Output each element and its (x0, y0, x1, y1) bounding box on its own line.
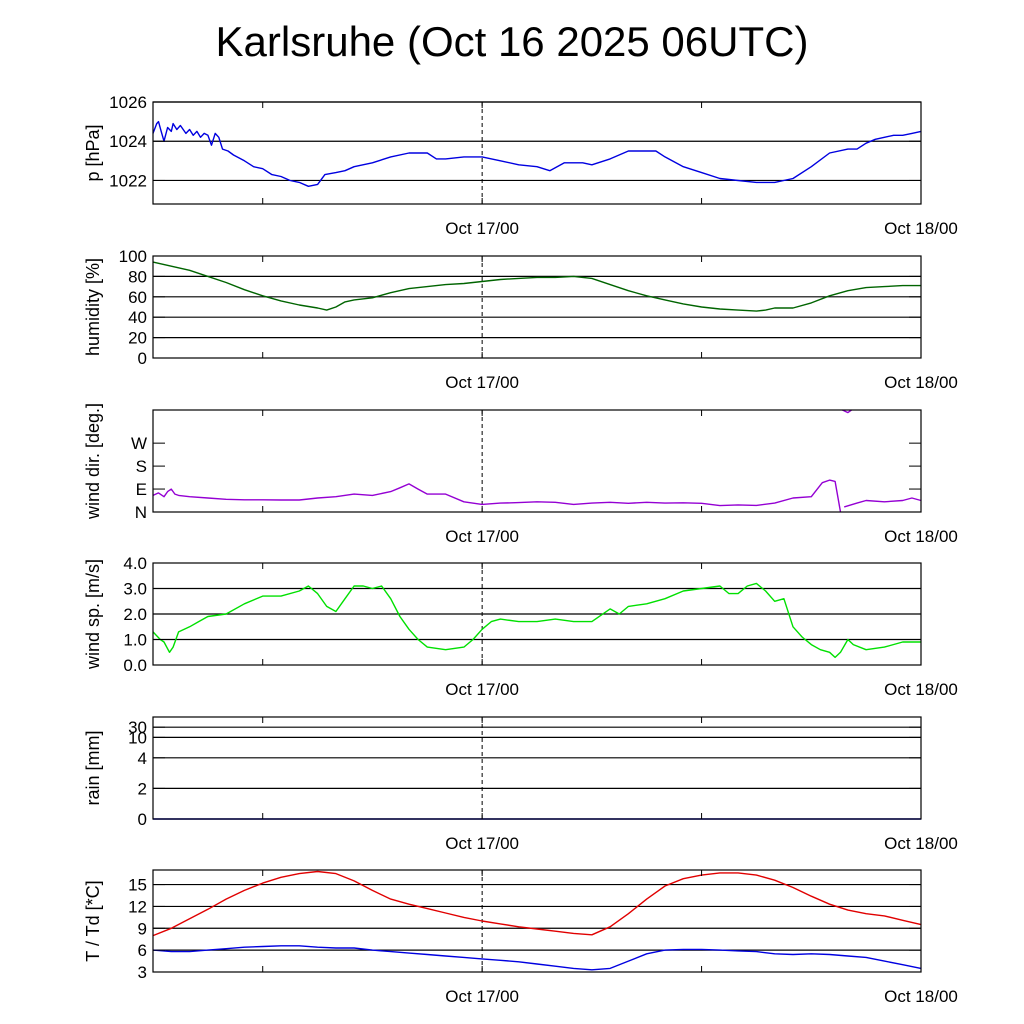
panel-windspeed: 0.0 1.0 2.0 3.0 4.0 Oct 17/00 Oct 18/00 wind sp… (83, 554, 958, 699)
y-tick-label: 2 (138, 779, 147, 798)
y-tick-label: 0 (138, 349, 147, 368)
y-tick-label: E (136, 480, 147, 499)
series-line-wind-direction-after-wrap- (844, 497, 922, 508)
y-tick-label: S (136, 457, 147, 476)
y-tick-label: 80 (128, 267, 147, 286)
x-tick-label: Oct 18/00 (884, 219, 958, 238)
y-tick-label: 60 (128, 288, 147, 307)
plot-frame (152, 716, 922, 820)
y-tick-label: N (135, 503, 147, 522)
y-tick-label: W (131, 434, 147, 453)
series-line-td (152, 945, 922, 971)
y-axis-label: p [hPa] (83, 124, 103, 181)
x-tick-label: Oct 18/00 (884, 987, 958, 1006)
series-line-humidity (152, 261, 921, 312)
y-tick-label: 1024 (109, 132, 147, 151)
y-tick-label: 20 (128, 329, 147, 348)
series-line-t (152, 870, 922, 937)
x-tick-label: Oct 18/00 (884, 373, 958, 392)
panel-temp: 3 6 9 12 15 Oct 17/00 Oct 18/00 T / Td [*C] (83, 869, 958, 1006)
y-axis-label: wind dir. [deg.] (83, 403, 103, 520)
x-tick-label: Oct 17/00 (445, 680, 519, 699)
x-tick-label: Oct 17/00 (445, 834, 519, 853)
y-axis-label: wind sp. [m/s] (83, 559, 103, 670)
plot-frame (152, 409, 922, 513)
y-tick-label: 3.0 (123, 580, 147, 599)
y-tick-label: 12 (128, 897, 147, 916)
y-tick-label: 6 (138, 941, 147, 960)
y-tick-label: 1.0 (123, 631, 147, 650)
x-tick-label: Oct 18/00 (884, 527, 958, 546)
series-line-wind-direction (152, 479, 842, 513)
y-tick-label: 9 (138, 919, 147, 938)
x-tick-label: Oct 18/00 (884, 834, 958, 853)
series-line-wind-direction-wrapped- (842, 409, 852, 414)
y-tick-label: 0.0 (123, 656, 147, 675)
y-tick-label: 4 (138, 749, 147, 768)
x-tick-label: Oct 17/00 (445, 219, 519, 238)
y-tick-label: 2.0 (123, 605, 147, 624)
y-tick-label: 3 (138, 963, 147, 982)
y-axis-label: humidity [%] (83, 258, 103, 356)
x-tick-label: Oct 18/00 (884, 680, 958, 699)
panel-pressure: 1022 1024 1026 Oct 17/00 Oct 18/00 p [hPa] (83, 93, 958, 238)
series-line-pressure (152, 120, 922, 187)
y-tick-label: 100 (119, 247, 147, 266)
plot-frame (152, 869, 922, 973)
y-tick-label: 0 (138, 810, 147, 829)
x-tick-label: Oct 17/00 (445, 527, 519, 546)
y-tick-label: 4.0 (123, 554, 147, 573)
y-tick-label: 1022 (109, 171, 147, 190)
plot-frame (152, 101, 922, 205)
series-line-wind-speed (152, 582, 921, 659)
y-axis-label: T / Td [*C] (83, 880, 103, 961)
chart-title: Karlsruhe (Oct 16 2025 06UTC) (215, 18, 809, 65)
x-tick-label: Oct 17/00 (445, 373, 519, 392)
x-tick-label: Oct 17/00 (445, 987, 519, 1006)
y-tick-label: 40 (128, 308, 147, 327)
y-tick-label: 30 (128, 718, 147, 737)
y-axis-label: rain [mm] (83, 730, 103, 805)
y-tick-label: 10 (128, 728, 147, 747)
plot-frame (152, 255, 922, 359)
y-tick-label: 1026 (109, 93, 147, 112)
y-tick-label: 15 (128, 876, 147, 895)
